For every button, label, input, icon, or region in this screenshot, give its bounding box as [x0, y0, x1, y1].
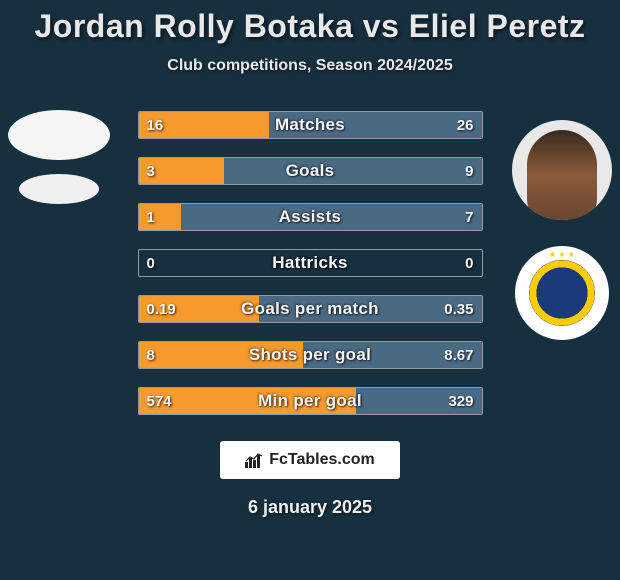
face-icon: [527, 130, 597, 220]
stat-left-fill: [139, 158, 225, 184]
comparison-infographic: Jordan Rolly Botaka vs Eliel Peretz Club…: [0, 0, 620, 580]
left-player-column: [8, 110, 110, 204]
chart-icon: [245, 452, 263, 468]
stat-left-fill: [139, 342, 304, 368]
stat-right-fill: [224, 158, 481, 184]
stat-row: 17Assists: [138, 203, 483, 231]
stat-left-fill: [139, 204, 182, 230]
stat-row: 0 0Hattricks: [138, 249, 483, 277]
date-text: 6 january 2025: [248, 497, 372, 518]
stat-left-value: 0: [147, 255, 155, 272]
stats-bars: 1626Matches 39Goals 17Assists 0 0Hattricks 0.…: [138, 111, 483, 415]
stat-right-fill: [181, 204, 481, 230]
stat-right-fill: [356, 388, 481, 414]
stat-left-fill: [139, 112, 269, 138]
stat-row: 39Goals: [138, 157, 483, 185]
player-right-avatar: [512, 120, 612, 220]
player-left-club-placeholder: [19, 174, 99, 204]
right-player-column: ★ ★ ★: [512, 120, 612, 340]
logo-text: FcTables.com: [269, 451, 375, 469]
stat-right-value: 0: [465, 255, 473, 272]
star-icon: ★ ★ ★: [549, 250, 575, 259]
stat-left-fill: [139, 296, 259, 322]
stat-row: 0.190.35Goals per match: [138, 295, 483, 323]
stat-label: Hattricks: [139, 253, 482, 273]
subtitle: Club competitions, Season 2024/2025: [167, 57, 452, 75]
club-emblem-icon: [529, 260, 595, 326]
fctables-logo: FcTables.com: [220, 441, 400, 479]
player-left-avatar-placeholder: [8, 110, 110, 160]
stat-row: 88.67Shots per goal: [138, 341, 483, 369]
stat-row: 1626Matches: [138, 111, 483, 139]
stat-right-fill: [303, 342, 481, 368]
stat-row: 574329Min per goal: [138, 387, 483, 415]
player-right-club-badge: ★ ★ ★: [515, 246, 609, 340]
stat-left-fill: [139, 388, 357, 414]
page-title: Jordan Rolly Botaka vs Eliel Peretz: [34, 8, 585, 45]
stat-right-fill: [259, 296, 482, 322]
stat-right-fill: [269, 112, 482, 138]
